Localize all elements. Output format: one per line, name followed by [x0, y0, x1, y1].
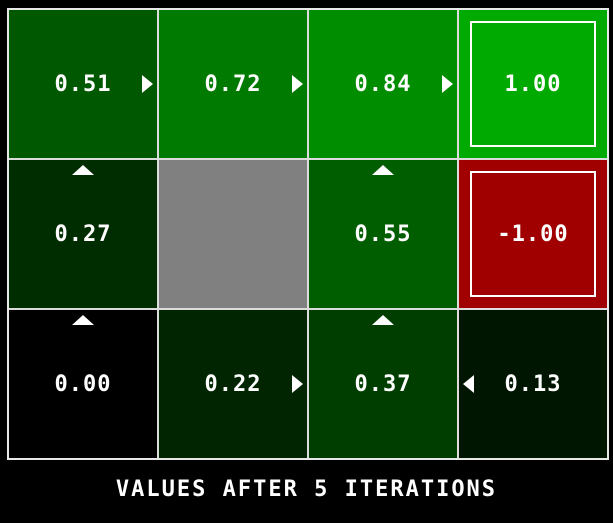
policy-arrow-up-icon — [372, 315, 394, 325]
cell-r2c3: 0.13 — [459, 310, 607, 458]
policy-arrow-right-icon — [292, 375, 303, 393]
policy-arrow-up-icon — [72, 165, 94, 175]
cell-r1c2: 0.55 — [309, 160, 457, 308]
cell-r1c0: 0.27 — [9, 160, 157, 308]
policy-arrow-up-icon — [72, 315, 94, 325]
cell-value: 0.55 — [354, 221, 412, 247]
cell-value: 0.37 — [354, 371, 412, 397]
exit-state-border: 1.00 — [470, 21, 596, 147]
cell-r2c1: 0.22 — [159, 310, 307, 458]
policy-arrow-left-icon — [463, 375, 474, 393]
cell-value: -1.00 — [497, 221, 569, 247]
cell-r2c2: 0.37 — [309, 310, 457, 458]
cell-r1c3: -1.00 — [459, 160, 607, 308]
cell-value: 0.84 — [354, 71, 412, 97]
cell-value: 0.22 — [204, 371, 262, 397]
value-grid: 0.51 0.72 0.84 1.00 0.27 0.55 -1.00 0.00… — [7, 8, 609, 460]
policy-arrow-up-icon — [372, 165, 394, 175]
cell-value: 0.27 — [54, 221, 112, 247]
cell-value: 0.00 — [54, 371, 112, 397]
cell-r0c2: 0.84 — [309, 10, 457, 158]
policy-arrow-right-icon — [292, 75, 303, 93]
wall-cell — [159, 160, 307, 308]
cell-r0c0: 0.51 — [9, 10, 157, 158]
iteration-title: VALUES AFTER 5 ITERATIONS — [115, 476, 498, 502]
cell-value: 1.00 — [504, 71, 562, 97]
cell-r0c1: 0.72 — [159, 10, 307, 158]
policy-arrow-right-icon — [442, 75, 453, 93]
exit-state-border: -1.00 — [470, 171, 596, 297]
cell-value: 0.13 — [504, 371, 562, 397]
cell-value: 0.72 — [204, 71, 262, 97]
cell-r2c0: 0.00 — [9, 310, 157, 458]
cell-value: 0.51 — [54, 71, 112, 97]
policy-arrow-right-icon — [142, 75, 153, 93]
cell-r0c3: 1.00 — [459, 10, 607, 158]
